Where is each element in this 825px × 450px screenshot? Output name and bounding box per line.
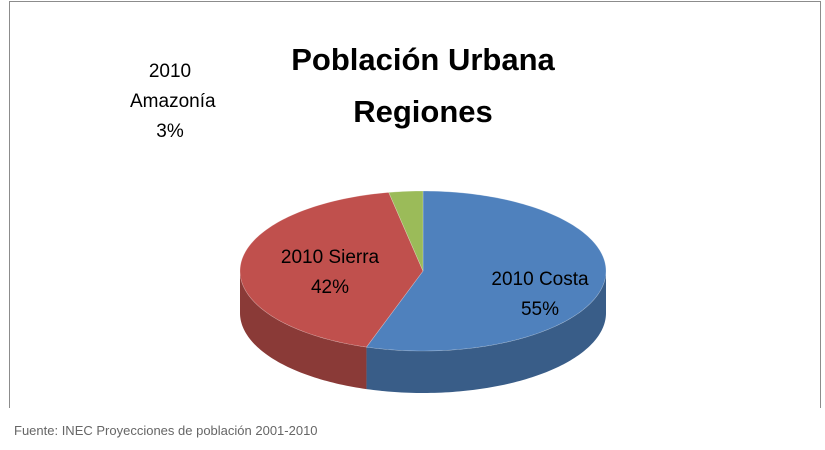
data-label: 2010 Sierra 42% bbox=[255, 243, 405, 303]
chart-frame bbox=[9, 1, 821, 408]
slice bbox=[365, 190, 607, 352]
category-label: 2010 Amazonía bbox=[130, 61, 216, 112]
slice bbox=[239, 192, 424, 348]
slice bbox=[388, 190, 424, 272]
data-label: 2010 Amazonía 3% bbox=[130, 57, 216, 147]
slice-side bbox=[240, 271, 367, 390]
value-label: 3% bbox=[156, 121, 184, 142]
category-label: 2010 Costa bbox=[491, 269, 589, 290]
chart-title: Población Urbana Regiones bbox=[291, 42, 555, 129]
source-note: Fuente: INEC Proyecciones de población 2… bbox=[14, 423, 318, 438]
value-label: 55% bbox=[520, 299, 560, 320]
data-label: 2010 Costa 55% bbox=[470, 265, 610, 325]
category-label: 2010 Sierra bbox=[280, 247, 380, 268]
slice-side bbox=[366, 271, 606, 393]
value-label: 42% bbox=[310, 277, 350, 298]
